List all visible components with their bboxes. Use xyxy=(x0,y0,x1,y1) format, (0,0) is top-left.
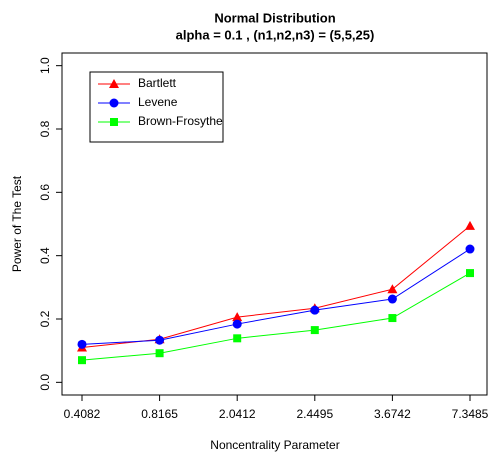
y-tick-label: 1.0 xyxy=(38,57,52,74)
point xyxy=(465,220,475,230)
y-tick-label: 0.0 xyxy=(38,374,52,391)
series-line xyxy=(81,248,471,345)
point xyxy=(387,294,397,304)
series-line xyxy=(81,272,471,361)
point xyxy=(387,284,398,294)
x-tick-label: 0.8165 xyxy=(141,407,178,421)
point xyxy=(232,319,242,329)
legend-marker xyxy=(109,98,119,108)
point xyxy=(310,305,320,315)
x-tick-label: 3.6742 xyxy=(374,407,411,421)
point xyxy=(78,356,86,365)
point xyxy=(466,269,474,278)
x-tick-label: 7.3485 xyxy=(452,407,489,421)
y-tick-label: 0.2 xyxy=(38,310,52,327)
legend-marker xyxy=(109,79,119,88)
legend-label: Bartlett xyxy=(138,76,177,90)
chart-subtitle: alpha = 0.1 , (n1,n2,n3) = (5,5,25) xyxy=(176,27,375,42)
legend-marker xyxy=(110,118,118,126)
point xyxy=(232,312,243,322)
point xyxy=(465,244,475,254)
point xyxy=(233,334,242,343)
y-tick-label: 0.8 xyxy=(38,120,52,137)
point xyxy=(155,335,165,345)
chart-title: Normal Distribution xyxy=(214,10,335,25)
x-tick-label: 0.4082 xyxy=(64,407,101,421)
x-tick-label: 2.0412 xyxy=(219,407,256,421)
point xyxy=(77,339,87,349)
x-tick-label: 2.4495 xyxy=(296,407,333,421)
legend-label: Brown-Frosythe xyxy=(138,114,223,128)
y-tick-label: 0.4 xyxy=(38,247,52,264)
point xyxy=(388,314,397,323)
x-axis-label: Noncentrality Parameter xyxy=(210,438,339,452)
y-axis-label: Power of The Test xyxy=(10,175,24,272)
y-tick-label: 0.6 xyxy=(38,184,52,201)
point xyxy=(310,326,319,335)
point xyxy=(155,349,164,358)
plot-frame xyxy=(61,52,488,396)
legend-label: Levene xyxy=(138,95,178,109)
